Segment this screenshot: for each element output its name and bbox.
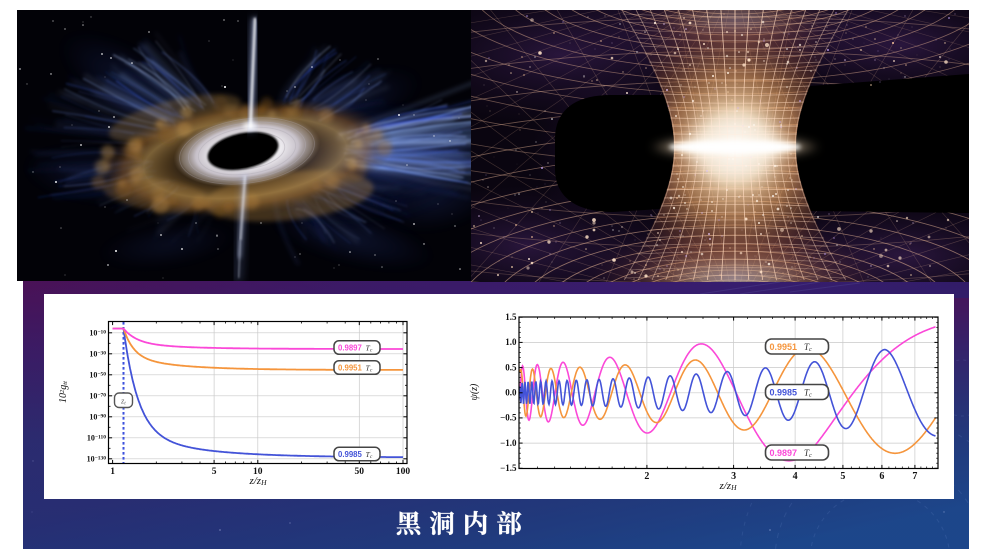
svg-text:100: 100 — [396, 467, 411, 477]
svg-text:0.9897: 0.9897 — [338, 343, 362, 352]
svg-text:1: 1 — [110, 467, 115, 477]
svg-text:5: 5 — [212, 467, 217, 477]
svg-text:0.9897: 0.9897 — [770, 448, 798, 458]
svg-text:102gtt: 102gtt — [58, 381, 69, 403]
svg-text:0.9951: 0.9951 — [338, 363, 363, 372]
svg-text:10−90: 10−90 — [89, 412, 106, 421]
svg-text:1.0: 1.0 — [505, 337, 517, 347]
svg-text:6: 6 — [879, 471, 884, 482]
svg-text:10−10: 10−10 — [89, 328, 106, 337]
svg-text:1.5: 1.5 — [505, 312, 517, 322]
svg-text:7: 7 — [912, 471, 917, 482]
svg-text:0.5: 0.5 — [505, 362, 517, 372]
svg-text:10−30: 10−30 — [89, 349, 106, 358]
svg-text:0.9985: 0.9985 — [770, 387, 798, 397]
svg-text:Tc: Tc — [366, 450, 373, 460]
svg-text:z/zH: z/zH — [718, 480, 737, 492]
svg-text:−0.5: −0.5 — [500, 413, 517, 423]
svg-text:zt: zt — [120, 397, 126, 407]
svg-text:−1.0: −1.0 — [500, 438, 517, 448]
svg-text:4: 4 — [793, 471, 798, 482]
svg-text:Tc: Tc — [804, 448, 812, 459]
svg-text:Tc: Tc — [366, 343, 373, 353]
svg-text:50: 50 — [355, 467, 365, 477]
svg-text:0.9951: 0.9951 — [770, 342, 798, 352]
svg-text:5: 5 — [840, 471, 845, 482]
svg-text:Tc: Tc — [804, 342, 812, 353]
svg-text:ψ(z): ψ(z) — [469, 383, 480, 400]
svg-text:10−50: 10−50 — [89, 370, 106, 379]
svg-text:3: 3 — [731, 471, 736, 482]
svg-text:Tc: Tc — [804, 387, 812, 398]
svg-text:10−130: 10−130 — [87, 454, 107, 463]
svg-text:2: 2 — [644, 471, 649, 482]
svg-text:0.9985: 0.9985 — [338, 450, 363, 459]
svg-text:10−110: 10−110 — [87, 433, 106, 442]
svg-text:z/zH: z/zH — [248, 475, 267, 487]
svg-text:Tc: Tc — [366, 363, 373, 373]
svg-text:10: 10 — [253, 467, 263, 477]
svg-text:10−70: 10−70 — [89, 391, 106, 400]
svg-text:0.0: 0.0 — [505, 388, 517, 398]
svg-text:−1.5: −1.5 — [500, 463, 517, 473]
